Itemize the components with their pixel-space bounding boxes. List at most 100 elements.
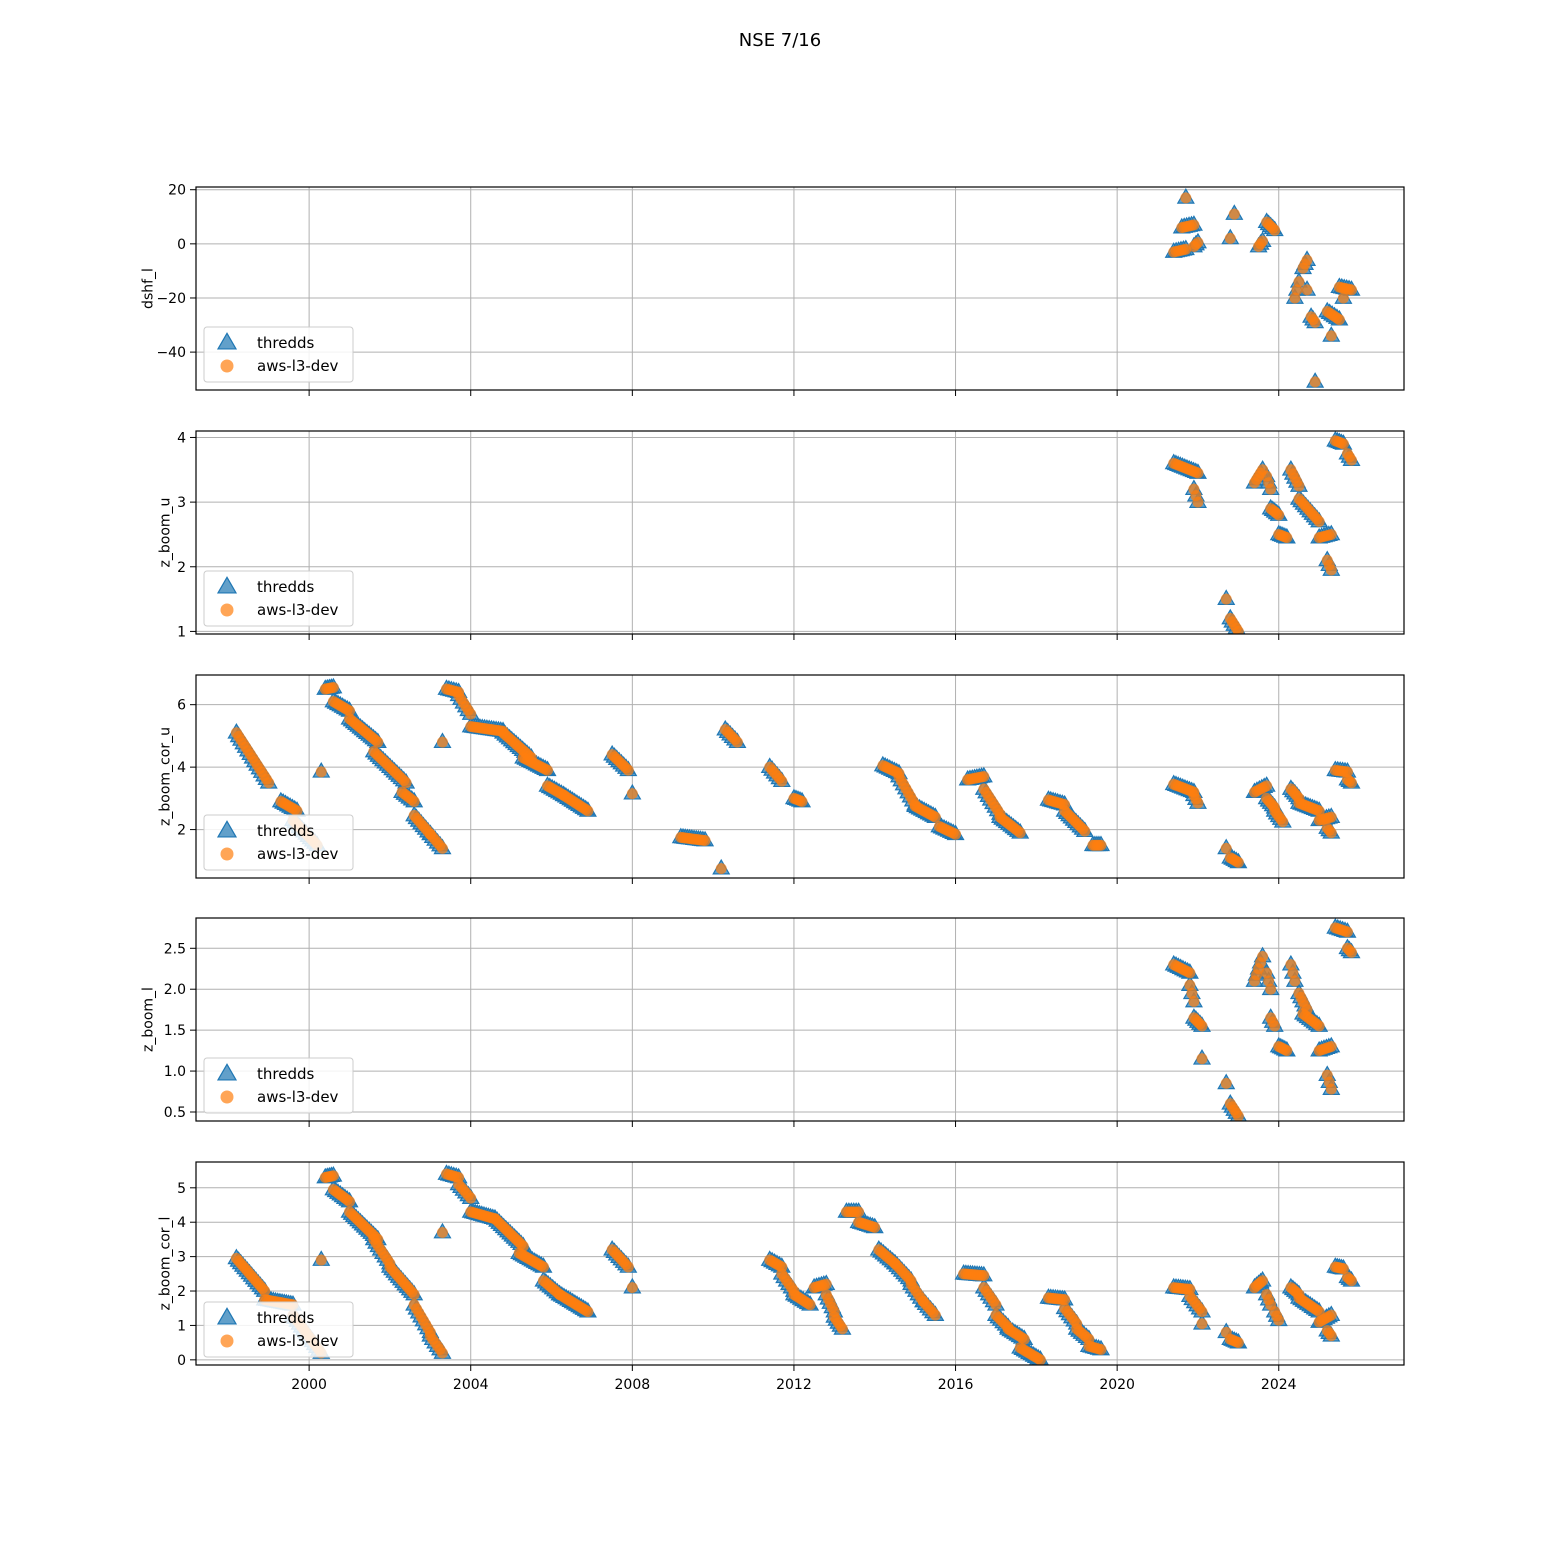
aws-l3-dev-point: [978, 1270, 990, 1282]
aws-l3-dev-point: [622, 764, 634, 776]
aws-l3-dev-point: [1095, 839, 1107, 851]
aws-l3-dev-point: [1180, 192, 1192, 204]
aws-l3-dev-point: [1345, 454, 1357, 466]
aws-l3-dev-point: [1325, 330, 1337, 342]
aws-l3-dev-point: [327, 681, 339, 693]
y-tick-label: 3: [177, 495, 186, 511]
legend: thredds aws-l3-dev: [203, 814, 354, 871]
aws-l3-dev-point: [465, 708, 477, 720]
aws-l3-dev-point: [582, 805, 594, 817]
aws-l3-dev-point: [1345, 284, 1357, 296]
aws-l3-dev-point: [626, 1282, 638, 1294]
aws-l3-dev-point: [436, 842, 448, 854]
legend-box: [203, 814, 354, 871]
aws-l3-dev-point: [1273, 1314, 1285, 1326]
aws-l3-dev-point: [1188, 219, 1200, 231]
aws-l3-dev-point: [1232, 625, 1244, 634]
y-tick-label: 2: [177, 560, 186, 576]
y-tick-label: 4: [177, 1215, 186, 1231]
aws-l3-dev-point: [259, 1285, 271, 1297]
axes-frame: [195, 186, 1405, 391]
aws-l3-dev-point: [1309, 316, 1321, 328]
aws-l3-dev-point: [1277, 816, 1289, 828]
figure-title: NSE 7/16: [739, 30, 821, 51]
aws-l3-dev-point: [1261, 780, 1273, 792]
aws-l3-dev-point: [537, 1261, 549, 1273]
aws-l3-dev-point: [1325, 1083, 1337, 1095]
y-tick-label: 1: [177, 1318, 186, 1334]
aws-l3-dev-point: [408, 795, 420, 807]
axes-frame: [195, 430, 1405, 635]
y-tick-label: −20: [156, 291, 186, 307]
aws-l3-dev-point: [1224, 232, 1236, 244]
legend: thredds aws-l3-dev: [203, 1301, 354, 1358]
legend-aws-l3-dev-marker: [220, 603, 234, 617]
aws-l3-dev-point: [1192, 236, 1204, 248]
aws-l3-dev-point: [1095, 1344, 1107, 1356]
series-aws-l3-dev: [230, 681, 1357, 875]
aws-l3-dev-point: [541, 764, 553, 776]
aws-l3-dev-point: [1281, 1045, 1293, 1057]
aws-l3-dev-point: [1341, 926, 1353, 938]
aws-l3-dev-point: [1192, 797, 1204, 809]
aws-l3-dev-point: [1257, 950, 1269, 962]
legend-thredds-marker: [216, 1307, 238, 1325]
y-tick-label: 0: [177, 1353, 186, 1369]
legend-thredds-marker: [216, 1063, 238, 1081]
aws-l3-dev-point: [1293, 276, 1305, 288]
aws-l3-dev-point: [291, 805, 303, 817]
x-tick-label: 2024: [1261, 1377, 1297, 1393]
aws-l3-dev-point: [950, 828, 962, 840]
aws-l3-dev-point: [1333, 314, 1345, 326]
aws-l3-dev-point: [626, 788, 638, 800]
y-tick-label: 5: [177, 1181, 186, 1197]
aws-l3-dev-point: [622, 1261, 634, 1273]
x-tick-label: 2000: [291, 1377, 327, 1393]
legend-box: [203, 1057, 354, 1114]
aws-l3-dev-point: [1265, 983, 1277, 995]
legend-thredds-marker: [216, 332, 238, 350]
aws-l3-dev-point: [1345, 946, 1357, 958]
aws-l3-dev-point: [1313, 516, 1325, 528]
aws-l3-dev-point: [1014, 827, 1026, 839]
legend-box: [203, 1301, 354, 1358]
aws-l3-dev-point: [1289, 975, 1301, 987]
aws-l3-dev-point: [1257, 1275, 1269, 1287]
aws-l3-dev-point: [869, 1221, 881, 1233]
y-tick-label: 1.5: [164, 1023, 186, 1039]
aws-l3-dev-point: [1192, 467, 1204, 479]
y-tick-label: −40: [156, 345, 186, 361]
aws-l3-dev-point: [263, 777, 275, 789]
aws-l3-dev-point: [1293, 480, 1305, 492]
aws-l3-dev-point: [372, 736, 384, 748]
legend-thredds-label: thredds: [257, 1065, 314, 1083]
y-axis-label: z_boom_cor_l: [158, 1217, 174, 1311]
legend-aws-l3-dev-marker: [220, 847, 234, 861]
aws-l3-dev-point: [715, 863, 727, 875]
y-tick-label: 6: [177, 698, 186, 714]
aws-l3-dev-point: [1325, 528, 1337, 540]
grid: [196, 918, 1404, 1121]
aws-l3-dev-point: [1196, 1318, 1208, 1330]
aws-l3-dev-point: [1184, 967, 1196, 979]
aws-l3-dev-point: [1034, 1354, 1046, 1365]
aws-l3-dev-point: [465, 1192, 477, 1204]
legend-aws-l3-dev-marker: [220, 1334, 234, 1348]
x-tick-label: 2016: [938, 1377, 974, 1393]
legend-box: [203, 570, 354, 627]
aws-l3-dev-point: [315, 766, 327, 778]
y-axis-label: z_boom_l: [141, 987, 157, 1052]
aws-l3-dev-point: [1301, 284, 1313, 296]
aws-l3-dev-point: [1325, 1041, 1337, 1053]
aws-l3-dev-point: [327, 1170, 339, 1182]
aws-l3-dev-point: [776, 775, 788, 787]
y-tick-label: 20: [168, 183, 186, 199]
y-tick-label: 2: [177, 1284, 186, 1300]
aws-l3-dev-point: [804, 1299, 816, 1311]
aws-l3-dev-point: [315, 1254, 327, 1266]
y-tick-label: 2.0: [164, 982, 186, 998]
y-axis-label: z_boom_cor_u: [158, 727, 174, 826]
